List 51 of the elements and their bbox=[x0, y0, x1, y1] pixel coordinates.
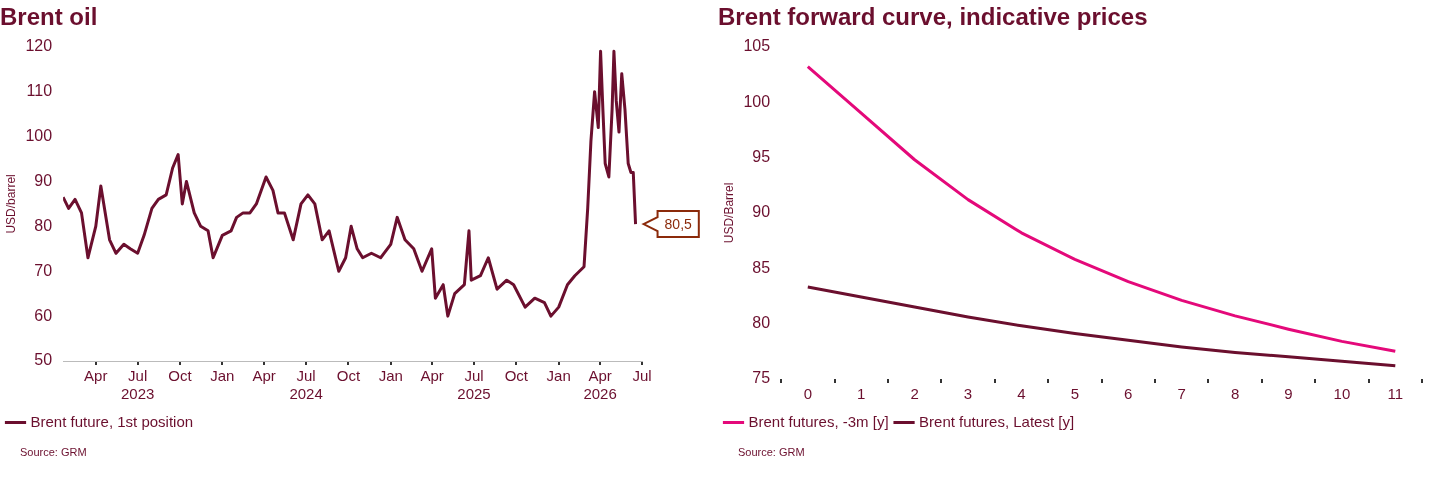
y-tick-label: 110 bbox=[26, 82, 53, 100]
x-tick-label: 1 bbox=[857, 385, 866, 403]
source-note: Source: GRM bbox=[738, 446, 805, 458]
x-tick-label: Jul 2025 bbox=[457, 367, 491, 403]
x-tick-label: Oct bbox=[504, 367, 529, 385]
y-axis-title: USD/Barrel bbox=[721, 182, 736, 244]
chart-title: Brent forward curve, indicative prices bbox=[718, 3, 1148, 31]
y-tick-label: 80 bbox=[752, 314, 771, 332]
y-tick-label: 75 bbox=[752, 369, 771, 387]
x-tick-label: 0 bbox=[803, 385, 812, 403]
x-tick-label: Jul bbox=[632, 367, 652, 385]
x-tick-label: Jul 2024 bbox=[289, 367, 323, 403]
x-tick-label: Jan bbox=[210, 367, 235, 385]
y-tick-label: 120 bbox=[25, 37, 53, 55]
source-note: Source: GRM bbox=[20, 446, 87, 458]
y-tick-label: 60 bbox=[34, 306, 53, 324]
y-tick-label: 50 bbox=[34, 351, 53, 369]
x-tick-label: 4 bbox=[1017, 385, 1026, 403]
y-tick-label: 90 bbox=[34, 171, 53, 189]
y-tick-label: 105 bbox=[743, 37, 771, 55]
annotation: 80,5 bbox=[664, 215, 693, 232]
legend-label: Brent futures, -3m [y] bbox=[748, 412, 889, 430]
y-axis-title: USD/barrel bbox=[3, 174, 18, 234]
x-tick-label: Jan bbox=[546, 367, 571, 385]
x-tick-label: 5 bbox=[1070, 385, 1080, 403]
x-tick-label: Jan bbox=[378, 367, 403, 385]
x-tick-label: 6 bbox=[1124, 385, 1133, 403]
x-tick-label: 11 bbox=[1387, 385, 1404, 403]
y-tick-label: 90 bbox=[752, 203, 771, 221]
x-tick-label: Apr bbox=[252, 367, 276, 385]
x-tick-label: 7 bbox=[1177, 385, 1186, 403]
y-tick-label: 85 bbox=[752, 258, 771, 276]
y-tick-label: 100 bbox=[743, 92, 771, 110]
x-tick-label: 10 bbox=[1333, 385, 1351, 403]
chart-title: Brent oil bbox=[0, 3, 98, 31]
x-tick-label: Oct bbox=[336, 367, 361, 385]
x-tick-label: Apr bbox=[420, 367, 444, 385]
x-tick-label: Apr 2026 bbox=[583, 367, 617, 403]
x-tick-label: 9 bbox=[1284, 385, 1293, 403]
y-tick-label: 80 bbox=[34, 216, 53, 234]
x-tick-label: Oct bbox=[168, 367, 193, 385]
y-tick-label: 70 bbox=[34, 261, 53, 279]
legend-label: Brent futures, Latest [y] bbox=[919, 412, 1075, 430]
legend-label: Brent future, 1st position bbox=[30, 412, 194, 430]
y-tick-label: 100 bbox=[25, 126, 53, 144]
y-tick-label: 95 bbox=[752, 147, 771, 165]
x-tick-label: 8 bbox=[1230, 385, 1240, 403]
x-tick-label: 2 bbox=[910, 385, 919, 403]
x-tick-label: Jul 2023 bbox=[120, 367, 155, 403]
x-tick-label: 3 bbox=[963, 385, 973, 403]
x-tick-label: Apr bbox=[84, 367, 108, 385]
